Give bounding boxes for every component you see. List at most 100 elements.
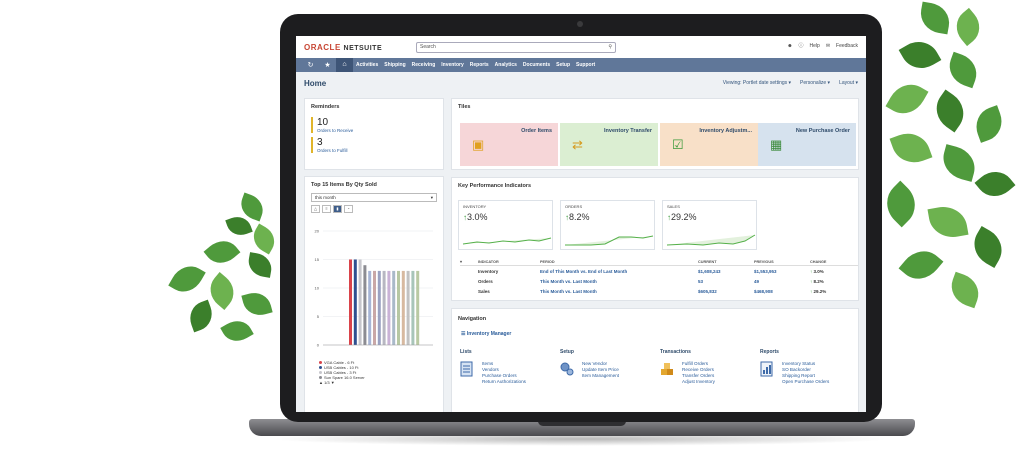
feedback-icon[interactable]: ✉ [825,42,831,49]
nav-inventory[interactable]: Inventory [441,62,464,68]
nav-link-shipping-report[interactable]: Shipping Report [782,373,815,378]
kpi-portlet: Key Performance Indicators INVENTORY ↑3.… [451,177,859,301]
nav-link-vendors[interactable]: Vendors [482,367,499,372]
nav-setup[interactable]: Setup [556,62,571,68]
legend-item[interactable]: VGA Cable - 6 Ft [319,360,365,365]
cell-period[interactable]: This Month vs. Last Month [540,288,597,294]
tile-new-purchase-order[interactable]: New Purchase Order ▦ [758,123,856,166]
legend-item[interactable]: USB Cables - 10 Ft [319,365,365,370]
legend-item[interactable]: USB Cables - 3 Ft [319,370,365,375]
inventory-manager-link[interactable]: ☰ Inventory Manager [461,331,511,337]
tile-order-items[interactable]: Order Items ▣ [460,123,558,166]
cell-current[interactable]: 53 [698,278,704,284]
inventory-boxes-icon [661,363,673,375]
viewing-settings-dropdown[interactable]: Viewing: Portlet date settings ▾ [722,80,792,86]
chart-bar[interactable] [397,270,400,345]
nav-link-return-authorizations[interactable]: Return Authorizations [482,379,526,384]
cell-period[interactable]: This Month vs. Last Month [540,278,597,284]
cell-previous[interactable]: $468,908 [754,288,773,294]
menu-icon: ☰ [461,331,466,337]
chart-bar[interactable] [377,270,381,345]
chart-bar[interactable] [349,259,352,346]
kpi-table-header: ▾ INDICATOR PERIOD CURRENT PREVIOUS CHAN… [460,258,858,266]
recent-icon[interactable]: ↻ [307,62,314,69]
chart-bar[interactable] [392,270,396,345]
nav-shipping[interactable]: Shipping [384,62,406,68]
reminder-orders-to-receive[interactable]: 10 Orders to Receive [311,117,437,133]
nav-receiving[interactable]: Receiving [411,62,436,68]
chart-bar[interactable] [416,270,420,345]
chart-bar[interactable] [406,270,410,345]
bar-horizontal-icon[interactable]: ≡ [322,205,331,213]
kpi-sparkline [666,234,756,246]
oracle-netsuite-logo[interactable]: ORACLE NETSUITE [304,43,416,52]
personalize-dropdown[interactable]: Personalize ▾ [800,80,831,86]
nav-link-fulfill-orders[interactable]: Fulfill Orders [682,361,709,366]
nav-link-item-management[interactable]: Item Management [582,373,620,378]
legend-label: USB Cables - 10 Ft [324,365,359,370]
chevron-down-icon: ▾ [430,195,433,200]
kpi-card-inventory[interactable]: INVENTORY ↑3.0% [458,200,553,250]
nav-link-transfer-orders[interactable]: Transfer Orders [682,373,715,378]
help-icon[interactable]: ⓘ [798,43,804,49]
cell-change: ↑ 29.2% [810,289,850,294]
chart-bar[interactable] [401,270,405,345]
cell-period[interactable]: End of This Month vs. End of Last Month [540,268,628,274]
nav-link-open-purchase-orders[interactable]: Open Purchase Orders [782,379,830,384]
reminder-label[interactable]: Orders to Fulfill [317,148,348,153]
cell-current[interactable]: $605,832 [698,288,717,294]
help-link[interactable]: Help [809,42,820,49]
chart-bar[interactable] [363,265,367,345]
legend-pager[interactable]: ▲ 1/3 ▼ [319,380,335,385]
chart-bar[interactable] [387,270,391,345]
chart-bar[interactable] [411,270,415,345]
star-icon[interactable]: ★ [324,62,331,69]
cell-previous[interactable]: $1,553,953 [754,268,777,274]
area-chart-icon[interactable]: △ [311,205,320,213]
checkbox-box-icon: ☑ [672,137,684,152]
nav-link-so-backorder[interactable]: SO Backorder [782,367,811,372]
chart-bar[interactable] [353,259,357,346]
nav-support[interactable]: Support [576,62,596,68]
reminder-orders-to-fulfill[interactable]: 3 Orders to Fulfill [311,137,437,153]
cell-indicator: Orders [478,278,493,284]
nav-link-receive-orders[interactable]: Receive Orders [682,367,714,372]
nav-link-inventory-status[interactable]: Inventory Status [782,361,816,366]
nav-analytics[interactable]: Analytics [494,62,517,68]
nav-reports[interactable]: Reports [469,62,489,68]
chart-bar[interactable] [373,270,376,345]
global-search-input[interactable]: Search ⚲ [416,41,616,53]
chart-bar[interactable] [368,270,372,345]
kpi-card-orders[interactable]: ORDERS ↑8.2% [560,200,655,250]
nav-link-items[interactable]: Items [482,361,494,366]
chart-bar[interactable] [358,259,362,346]
cell-previous[interactable]: 49 [754,278,760,284]
table-row: Sales This Month vs. Last Month $605,832… [460,286,858,296]
user-menu-icon[interactable]: ☻ [787,42,793,49]
top-items-bar-chart: 0 5 10 15 20 [315,229,433,348]
nav-documents[interactable]: Documents [522,62,551,68]
legend-item[interactable]: Sun Spare 16.0 Server [319,375,365,380]
nav-link-new-vendor[interactable]: New Vendor [582,361,608,366]
search-icon[interactable]: ⚲ [608,44,612,50]
top-items-title: Top 15 Items By Qty Sold [311,182,377,188]
period-select[interactable]: this month ▾ [311,193,437,202]
nav-link-update-item-price[interactable]: Update Item Price [582,367,619,372]
home-icon[interactable]: ⌂ [336,58,353,72]
bar-vertical-icon[interactable]: ▮ [333,205,342,213]
reminder-count: 10 [317,117,329,128]
kpi-card-sales[interactable]: SALES ↑29.2% [662,200,757,250]
chart-bar[interactable] [382,270,386,345]
collapse-icon[interactable]: ▾ [460,260,462,264]
tile-inventory-adjustment[interactable]: Inventory Adjustm... ☑ [660,123,758,166]
logo-product: NETSUITE [343,44,383,52]
nav-link-purchase-orders[interactable]: Purchase Orders [482,373,517,378]
tile-inventory-transfer[interactable]: Inventory Transfer ⇄ [560,123,658,166]
reminder-label[interactable]: Orders to Receive [317,128,354,133]
nav-link-adjust-inventory[interactable]: Adjust Inventory [682,379,715,384]
pie-chart-icon[interactable]: ◔ [344,205,353,213]
nav-activities[interactable]: Activities [356,62,379,68]
cell-current[interactable]: $1,608,243 [698,268,721,274]
feedback-link[interactable]: Feedback [836,42,858,49]
layout-dropdown[interactable]: Layout ▾ [839,80,858,86]
